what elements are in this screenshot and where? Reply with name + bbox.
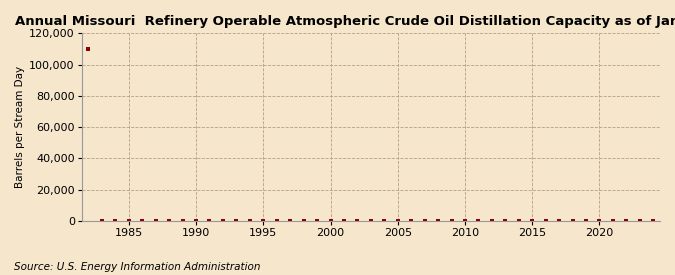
Text: Source: U.S. Energy Information Administration: Source: U.S. Energy Information Administ… <box>14 262 260 272</box>
Y-axis label: Barrels per Stream Day: Barrels per Stream Day <box>15 66 25 188</box>
Title: Annual Missouri  Refinery Operable Atmospheric Crude Oil Distillation Capacity a: Annual Missouri Refinery Operable Atmosp… <box>15 15 675 28</box>
